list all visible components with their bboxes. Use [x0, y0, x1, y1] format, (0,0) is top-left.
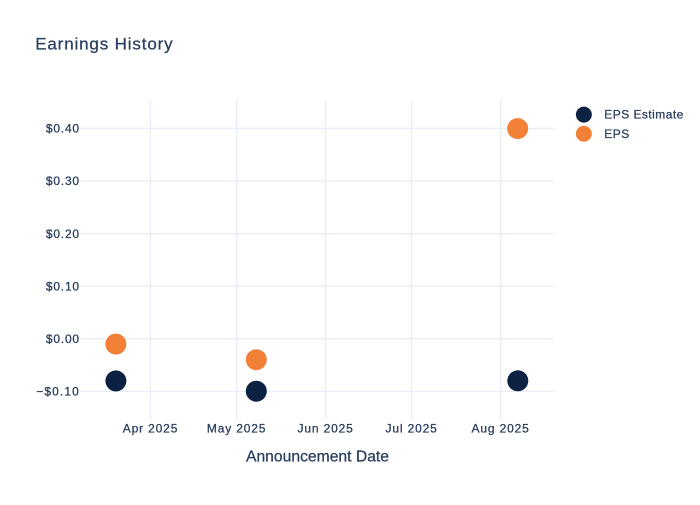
- svg-text:−$0.10: −$0.10: [36, 385, 80, 399]
- svg-text:$0.40: $0.40: [46, 122, 80, 136]
- svg-text:EPS: EPS: [604, 127, 629, 141]
- svg-text:Jul 2025: Jul 2025: [386, 421, 438, 435]
- svg-text:Apr 2025: Apr 2025: [123, 421, 178, 435]
- svg-text:Jun 2025: Jun 2025: [298, 421, 354, 435]
- svg-text:Aug 2025: Aug 2025: [472, 421, 530, 435]
- svg-text:$0.00: $0.00: [46, 332, 80, 346]
- svg-text:EPS Estimate: EPS Estimate: [604, 108, 683, 122]
- svg-text:$0.30: $0.30: [46, 174, 80, 188]
- svg-text:$0.10: $0.10: [46, 279, 80, 293]
- svg-text:Announcement Date: Announcement Date: [246, 449, 389, 466]
- svg-text:$0.20: $0.20: [46, 227, 80, 241]
- svg-text:Earnings History: Earnings History: [35, 34, 173, 53]
- svg-text:May 2025: May 2025: [207, 421, 266, 435]
